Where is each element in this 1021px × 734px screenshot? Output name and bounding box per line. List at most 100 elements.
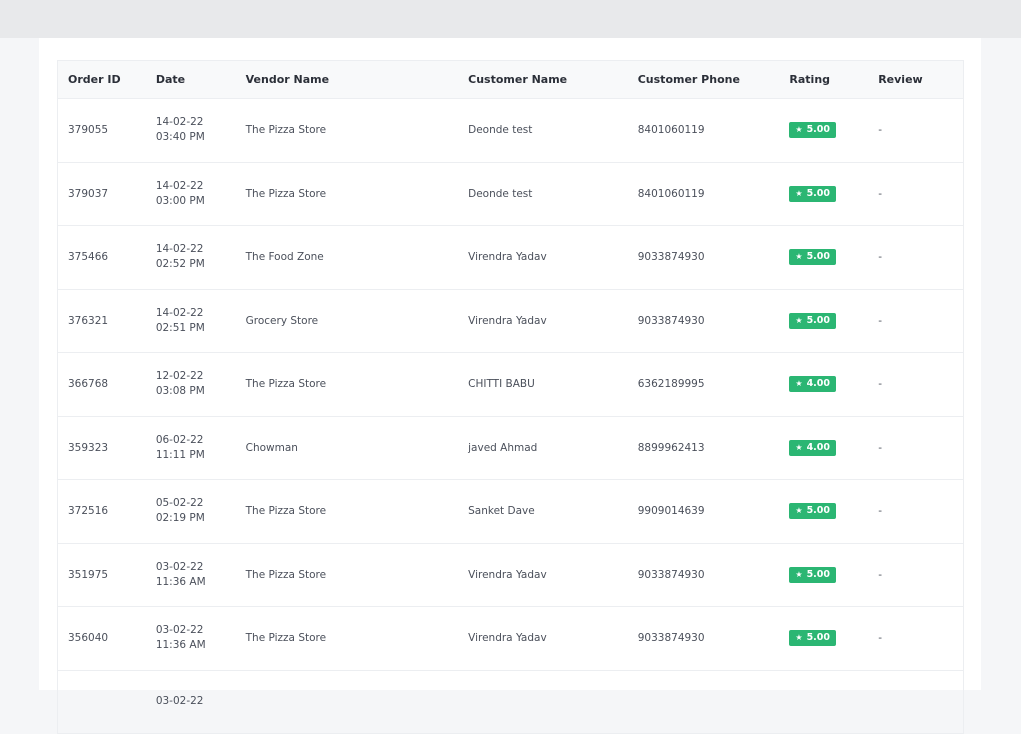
customer-name-cell: Virendra Yadav [458, 251, 628, 263]
rating-value: 5.00 [807, 632, 830, 643]
review-cell: - [868, 124, 963, 136]
vendor-name-cell: Grocery Store [236, 315, 458, 327]
review-cell: - [868, 378, 963, 390]
star-icon: ★ [795, 189, 802, 198]
rating-badge: ★ 5.00 [789, 186, 836, 202]
vendor-name-cell: Chowman [236, 442, 458, 454]
date-cell: 06-02-22 11:11 PM [146, 433, 236, 463]
customer-phone-cell: 8401060119 [628, 124, 780, 136]
customer-name-cell: Deonde test [458, 188, 628, 200]
star-icon: ★ [795, 506, 802, 515]
reviews-table: Order ID Date Vendor Name Customer Name … [57, 60, 964, 734]
rating-badge: ★ 5.00 [789, 503, 836, 519]
rating-value: 5.00 [807, 569, 830, 580]
rating-cell: ★4.00 [779, 376, 868, 392]
rating-badge: ★ 5.00 [789, 567, 836, 583]
rating-cell: ★ 5.00 [779, 567, 868, 583]
customer-phone-cell: 9033874930 [628, 632, 780, 644]
customer-name-cell: CHITTI BABU [458, 378, 628, 390]
review-cell: - [868, 632, 963, 644]
col-vendor-name: Vendor Name [236, 73, 458, 86]
star-icon: ★ [795, 633, 802, 642]
star-icon: ★ [795, 252, 802, 261]
vendor-name-cell: The Pizza Store [236, 124, 458, 136]
star-icon: ★ [795, 443, 802, 452]
rating-cell: ★5.00 [779, 122, 868, 138]
vendor-name-cell: The Pizza Store [236, 632, 458, 644]
rating-cell: ★5.00 [779, 313, 868, 329]
table-header: Order ID Date Vendor Name Customer Name … [58, 61, 963, 99]
rating-badge: ★5.00 [789, 249, 836, 265]
date-cell: 05-02-22 02:19 PM [146, 496, 236, 526]
order-id-cell: 375466 [58, 251, 146, 263]
customer-phone-cell: 9033874930 [628, 569, 780, 581]
rating-cell: ★ 5.00 [779, 186, 868, 202]
rating-value: 4.00 [807, 442, 830, 453]
vendor-name-cell: The Pizza Store [236, 569, 458, 581]
customer-name-cell: javed Ahmad [458, 442, 628, 454]
rating-value: 5.00 [807, 124, 830, 135]
customer-phone-cell: 9909014639 [628, 505, 780, 517]
order-id-cell: 351975 [58, 569, 146, 581]
customer-name-cell: Sanket Dave [458, 505, 628, 517]
date-cell: 12-02-22 03:08 PM [146, 369, 236, 399]
customer-name-cell: Virendra Yadav [458, 315, 628, 327]
review-cell: - [868, 251, 963, 263]
review-cell: - [868, 442, 963, 454]
rating-cell: ★5.00 [779, 249, 868, 265]
rating-cell: ★ 4.00 [779, 440, 868, 456]
rating-value: 5.00 [807, 505, 830, 516]
customer-phone-cell: 8899962413 [628, 442, 780, 454]
vendor-name-cell: The Pizza Store [236, 505, 458, 517]
order-id-cell: 372516 [58, 505, 146, 517]
rating-cell: ★ 5.00 [779, 630, 868, 646]
date-cell: 03-02-22 11:36 AM [146, 560, 236, 590]
rating-badge: ★5.00 [789, 313, 836, 329]
top-bar [0, 0, 1021, 38]
review-cell: - [868, 505, 963, 517]
star-icon: ★ [795, 570, 802, 579]
date-cell: 14-02-22 02:52 PM [146, 242, 236, 272]
table-row[interactable]: 03-02-22 [58, 671, 963, 734]
customer-name-cell: Virendra Yadav [458, 569, 628, 581]
col-date: Date [146, 72, 236, 87]
customer-phone-cell: 8401060119 [628, 188, 780, 200]
rating-value: 4.00 [807, 378, 830, 389]
review-cell: - [868, 188, 963, 200]
col-customer-phone: Customer Phone [628, 73, 780, 86]
rating-badge: ★ 4.00 [789, 440, 836, 456]
rating-value: 5.00 [807, 188, 830, 199]
customer-phone-cell: 9033874930 [628, 315, 780, 327]
customer-name-cell: Virendra Yadav [458, 632, 628, 644]
rating-value: 5.00 [807, 315, 830, 326]
customer-phone-cell: 9033874930 [628, 251, 780, 263]
date-cell: 03-02-22 [146, 694, 236, 709]
rating-cell: ★ 5.00 [779, 503, 868, 519]
order-id-cell: 379055 [58, 124, 146, 136]
date-cell: 03-02-22 11:36 AM [146, 623, 236, 653]
rating-badge: ★ 5.00 [789, 630, 836, 646]
rating-badge: ★4.00 [789, 376, 836, 392]
reviews-panel: Order ID Date Vendor Name Customer Name … [39, 38, 981, 690]
date-cell: 14-02-22 02:51 PM [146, 306, 236, 336]
col-customer-name: Customer Name [458, 73, 628, 86]
order-id-cell: 366768 [58, 378, 146, 390]
vendor-name-cell: The Food Zone [236, 251, 458, 263]
order-id-cell: 379037 [58, 188, 146, 200]
col-review: Review [868, 73, 963, 86]
date-cell: 14-02-22 03:40 PM [146, 115, 236, 145]
review-cell: - [868, 569, 963, 581]
col-order-id: Order ID [58, 73, 146, 86]
order-id-cell: 356040 [58, 632, 146, 644]
customer-name-cell: Deonde test [458, 124, 628, 136]
